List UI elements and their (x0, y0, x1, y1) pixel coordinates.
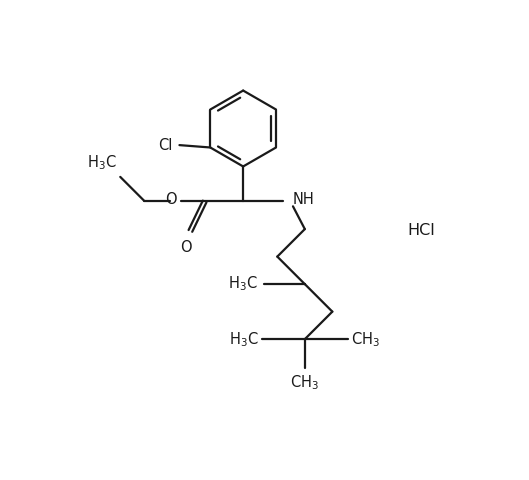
Text: Cl: Cl (158, 138, 172, 153)
Text: CH$_3$: CH$_3$ (351, 330, 380, 348)
Text: H$_3$C: H$_3$C (228, 275, 258, 293)
Text: CH$_3$: CH$_3$ (290, 373, 320, 392)
Text: H$_3$C: H$_3$C (229, 330, 259, 348)
Text: NH: NH (293, 192, 315, 207)
Text: HCl: HCl (407, 223, 435, 238)
Text: O: O (165, 192, 177, 207)
Text: H$_3$C: H$_3$C (87, 154, 116, 172)
Text: O: O (180, 240, 192, 254)
